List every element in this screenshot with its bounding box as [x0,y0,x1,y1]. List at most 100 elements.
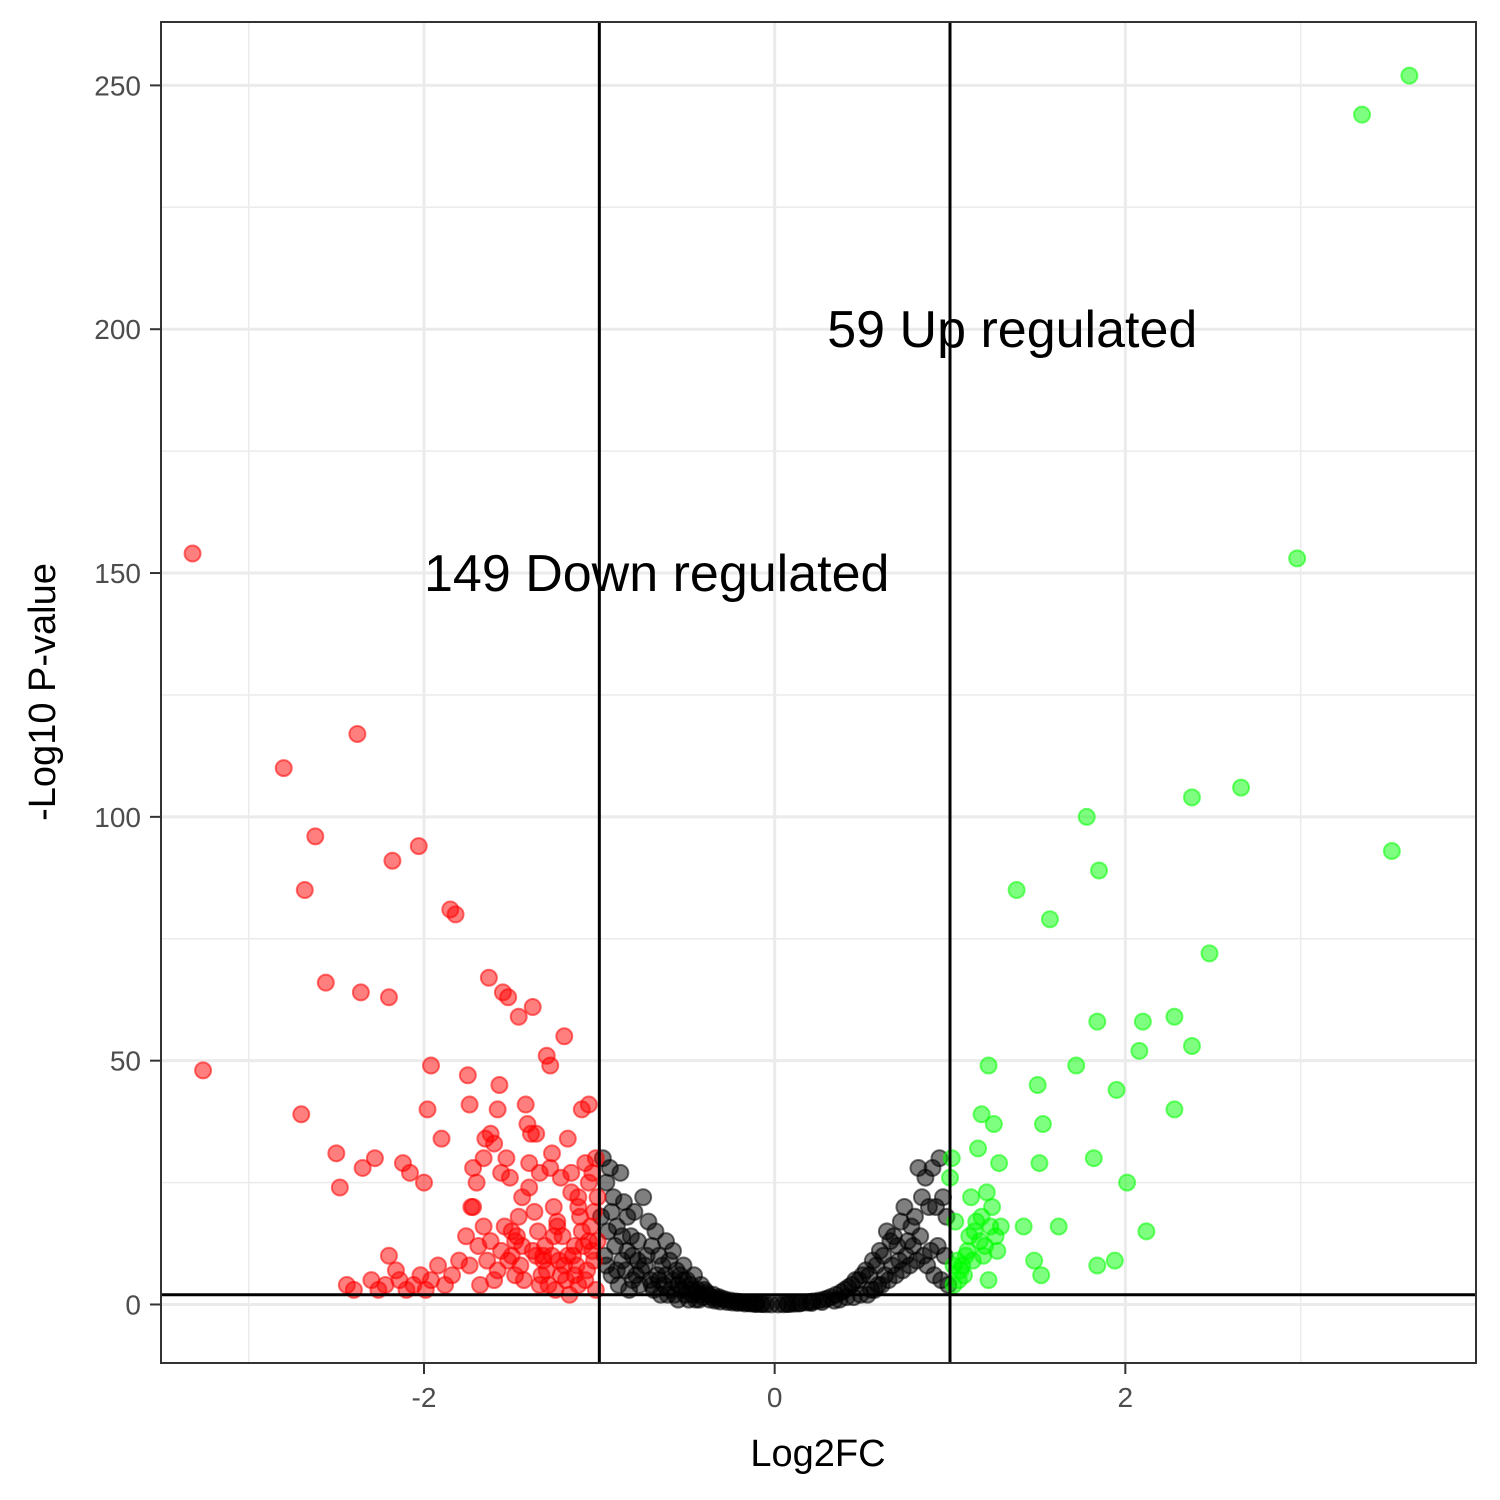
data-point [306,827,325,846]
data-point [460,1095,479,1114]
data-point [613,1227,632,1246]
y-tick-label: 0 [125,1289,141,1320]
data-point [490,1076,509,1095]
data-point [988,1241,1007,1260]
y-tick-label: 200 [94,314,141,345]
data-point [962,1188,981,1207]
data-point [555,1027,574,1046]
data-point [602,1202,621,1221]
data-point [905,1207,924,1226]
data-point [1040,910,1059,929]
data-point [588,1188,607,1207]
plot-border [160,21,1477,1364]
data-point [1084,1149,1103,1168]
data-point [1049,1217,1068,1236]
data-point [1014,1217,1033,1236]
data-point [625,1202,644,1221]
data-point [632,1261,651,1280]
data-point [634,1188,653,1207]
data-point [1077,807,1096,826]
data-point [1182,788,1201,807]
data-point [1105,1251,1124,1270]
data-point [348,724,367,743]
data-point [509,1207,528,1226]
x-tick-label: 0 [767,1382,783,1413]
y-tick-label: 100 [94,802,141,833]
x-tick-label: 2 [1118,1382,1134,1413]
data-point [422,1056,441,1075]
data-point [1200,944,1219,963]
x-axis-title: Log2FC [750,1433,885,1475]
y-tick-label: 150 [94,558,141,589]
data-point [497,1149,516,1168]
data-point [548,1217,567,1236]
data-point [509,1007,528,1026]
data-point [516,1095,535,1114]
data-point [1182,1037,1201,1056]
plot-background [161,22,1476,1363]
annotation-label: 149 Down regulated [424,545,889,603]
data-point [464,1197,483,1216]
data-point [1007,880,1026,899]
data-point [572,1222,591,1241]
data-point [409,837,428,856]
x-tick-label: -2 [412,1382,437,1413]
data-point [415,1173,433,1192]
data-point [1165,1007,1184,1026]
data-point [576,1271,595,1290]
data-point [450,1251,469,1270]
data-point [521,1124,540,1143]
data-point [1232,778,1251,797]
data-point [979,1056,998,1075]
data-point [194,1061,213,1080]
data-point [1137,1222,1156,1241]
data-point [970,1232,989,1251]
data-point [1028,1076,1047,1095]
data-point [1107,1080,1126,1099]
data-point [990,1154,1009,1173]
data-point [542,1144,561,1163]
data-point [400,1163,419,1182]
data-point [446,905,465,924]
data-point [330,1178,349,1197]
data-point [1067,1056,1086,1075]
data-point [379,988,398,1007]
data-point [362,1271,381,1290]
data-point [474,1149,493,1168]
data-point [637,1246,656,1265]
data-point [495,1217,514,1236]
data-point [1165,1100,1184,1119]
data-point [429,1256,448,1275]
data-point [558,1129,577,1148]
data-point [479,968,498,987]
y-tick-label: 50 [110,1046,141,1077]
data-point [1353,105,1372,124]
data-point [458,1066,477,1085]
data-point [474,1217,493,1236]
data-point [586,1149,605,1168]
major-gridlines [161,22,1476,1363]
data-point [969,1139,988,1158]
data-point [579,1095,598,1114]
data-point [1032,1266,1051,1285]
data-points [183,66,1419,1314]
data-point [530,1275,549,1294]
data-point [292,1105,311,1124]
x-axis: -2 0 2 [412,1363,1134,1413]
data-point [942,1149,961,1168]
y-axis-title: -Log10 P-value [22,563,64,821]
data-point [478,1251,497,1270]
data-point [753,1294,772,1313]
data-point [353,1158,372,1177]
data-point [1400,66,1419,85]
data-point [977,1183,996,1202]
data-point [527,1246,546,1265]
data-point [611,1163,630,1182]
data-point [1088,1012,1107,1031]
data-point [500,1168,519,1187]
data-point [1025,1251,1044,1270]
data-point [984,1115,1003,1134]
data-point [506,1232,525,1251]
data-point [485,1271,504,1290]
data-point [1033,1115,1052,1134]
